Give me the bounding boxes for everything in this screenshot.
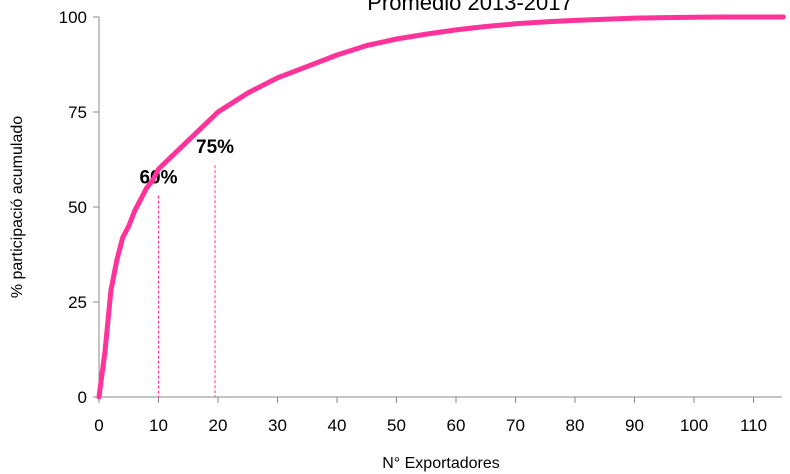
x-tick-label: 20 — [209, 416, 228, 435]
x-tick-label: 100 — [680, 416, 708, 435]
x-axis-ticks: 0 10 20 30 40 50 60 70 80 90 100 110 — [94, 397, 767, 435]
y-tick-label: 0 — [78, 388, 87, 407]
y-tick-label: 25 — [68, 293, 87, 312]
x-tick-label: 30 — [268, 416, 287, 435]
x-tick-label: 10 — [149, 416, 168, 435]
x-tick-label: 0 — [94, 416, 103, 435]
x-tick-label: 80 — [566, 416, 585, 435]
x-tick-label: 50 — [387, 416, 406, 435]
y-axis-ticks: 0 25 50 75 100 — [59, 8, 99, 407]
x-tick-label: 110 — [740, 416, 767, 435]
x-tick-label: 70 — [506, 416, 525, 435]
annotation-label: 75% — [196, 137, 234, 158]
cumulative-share-line — [96, 14, 786, 400]
series-group — [96, 14, 786, 400]
x-tick-label: 90 — [625, 416, 644, 435]
y-tick-label: 75 — [68, 103, 87, 122]
x-tick-label: 60 — [447, 416, 466, 435]
y-tick-label: 100 — [59, 8, 87, 27]
x-axis-label: N° Exportadores — [382, 455, 500, 472]
y-axis-label: % participació acumulado — [9, 116, 26, 298]
x-tick-label: 40 — [328, 416, 347, 435]
chart-title: Promedio 2013-2017 — [367, 0, 572, 15]
y-tick-label: 50 — [68, 198, 87, 217]
